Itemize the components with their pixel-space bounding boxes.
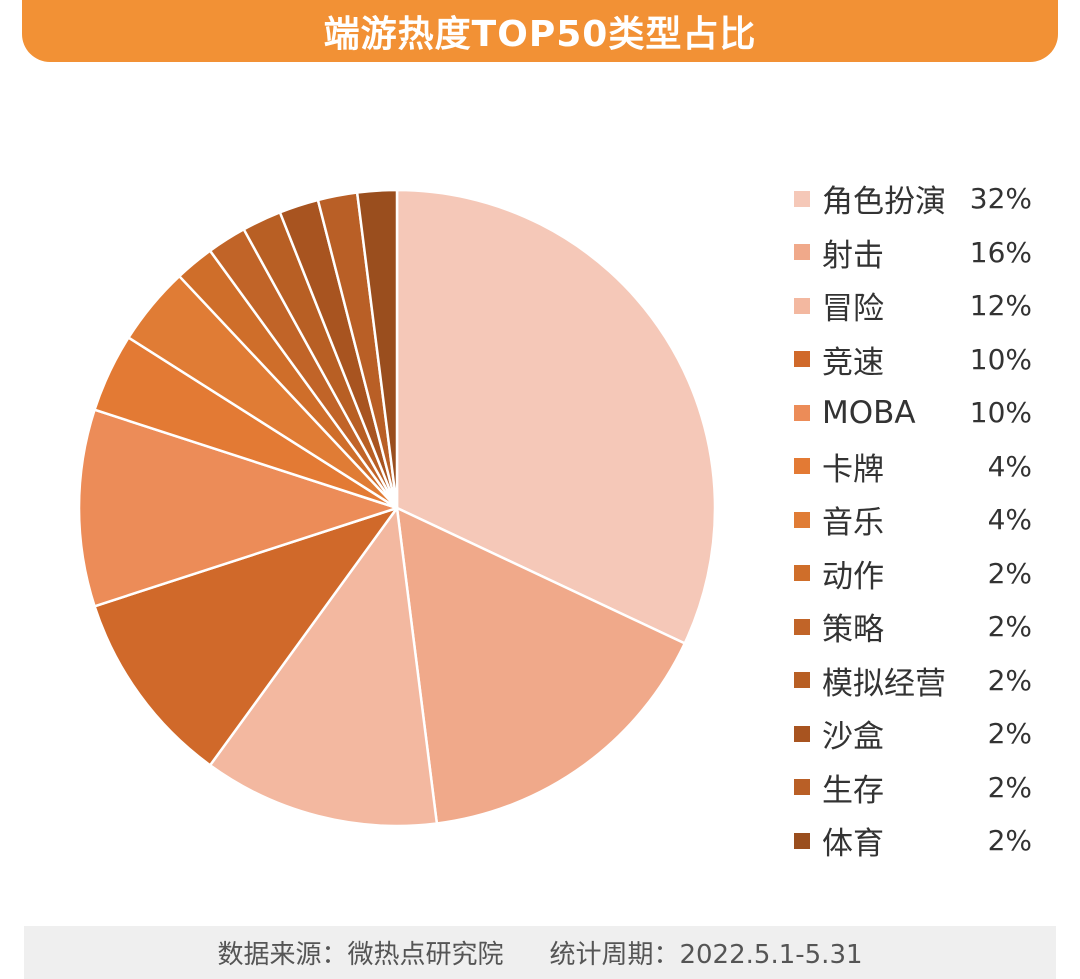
pie-slice-1 xyxy=(395,188,717,645)
legend-label: 策略 xyxy=(822,612,884,649)
legend-item: 射击 16% xyxy=(794,226,1044,280)
pie-slice-3 xyxy=(208,506,439,828)
legend-value: 2% xyxy=(987,717,1032,751)
legend-label: 模拟经营 xyxy=(822,665,946,702)
legend-swatch xyxy=(794,672,810,689)
pie-slice-2 xyxy=(395,506,686,825)
pie-slice-5 xyxy=(77,408,399,608)
legend-swatch xyxy=(794,297,810,314)
pie-slice-4 xyxy=(93,506,399,767)
legend-value: 2% xyxy=(987,663,1032,697)
legend-item: 冒险 12% xyxy=(794,279,1044,333)
statistics-period-text: 统计周期：2022.5.1-5.31 xyxy=(549,940,863,970)
legend-swatch xyxy=(794,565,810,582)
legend-item: 角色扮演 32% xyxy=(794,172,1044,226)
legend-label: 体育 xyxy=(822,826,884,863)
legend-swatch xyxy=(794,458,810,475)
legend-item: 体育 2% xyxy=(794,814,1044,868)
legend-item: 动作 2% xyxy=(794,547,1044,601)
legend-value: 2% xyxy=(987,824,1032,858)
legend-swatch xyxy=(794,511,810,528)
legend-value: 4% xyxy=(987,503,1032,537)
footer-bar: 数据来源：微热点研究院 统计周期：2022.5.1-5.31 xyxy=(24,926,1056,979)
legend-item: 生存 2% xyxy=(794,761,1044,815)
legend-label: 冒险 xyxy=(822,291,884,328)
legend-swatch xyxy=(794,351,810,368)
legend-value: 10% xyxy=(969,396,1032,430)
legend-label: 音乐 xyxy=(822,505,884,542)
legend-value: 4% xyxy=(987,449,1032,483)
legend-item: 竞速 10% xyxy=(794,333,1044,387)
chart-title: 端游热度TOP50类型占比 xyxy=(323,14,757,55)
legend-swatch xyxy=(794,190,810,207)
legend-item: 卡牌 4% xyxy=(794,440,1044,494)
legend-swatch xyxy=(794,244,810,261)
legend-value: 32% xyxy=(969,182,1032,216)
legend-label: 角色扮演 xyxy=(822,184,946,221)
legend-label: 射击 xyxy=(822,237,884,274)
legend-label: 生存 xyxy=(822,772,884,809)
legend-item: MOBA 10% xyxy=(794,386,1044,440)
legend-label: 竞速 xyxy=(822,344,884,381)
legend-swatch xyxy=(794,404,810,421)
legend-label: MOBA xyxy=(822,394,916,431)
legend-swatch xyxy=(794,832,810,849)
legend-item: 音乐 4% xyxy=(794,493,1044,547)
legend-value: 2% xyxy=(987,556,1032,590)
legend-item: 模拟经营 2% xyxy=(794,654,1044,708)
legend-value: 12% xyxy=(969,289,1032,323)
legend-swatch xyxy=(794,725,810,742)
legend-value: 10% xyxy=(969,342,1032,376)
legend-item: 策略 2% xyxy=(794,600,1044,654)
data-source-text: 数据来源：微热点研究院 xyxy=(217,940,504,970)
chart-legend: 角色扮演 32% 射击 16% 冒险 12% 竞速 10% MOBA 10% 卡牌 4% 音乐 4% 动作 2… xyxy=(794,172,1044,868)
legend-swatch xyxy=(794,779,810,796)
legend-swatch xyxy=(794,618,810,635)
legend-value: 2% xyxy=(987,770,1032,804)
legend-label: 沙盒 xyxy=(822,719,884,756)
title-banner: 端游热度TOP50类型占比 xyxy=(22,0,1058,62)
pie-slice-13 xyxy=(355,188,399,510)
legend-value: 2% xyxy=(987,610,1032,644)
legend-label: 动作 xyxy=(822,558,884,595)
legend-value: 16% xyxy=(969,235,1032,269)
legend-item: 沙盒 2% xyxy=(794,707,1044,761)
legend-label: 卡牌 xyxy=(822,451,884,488)
